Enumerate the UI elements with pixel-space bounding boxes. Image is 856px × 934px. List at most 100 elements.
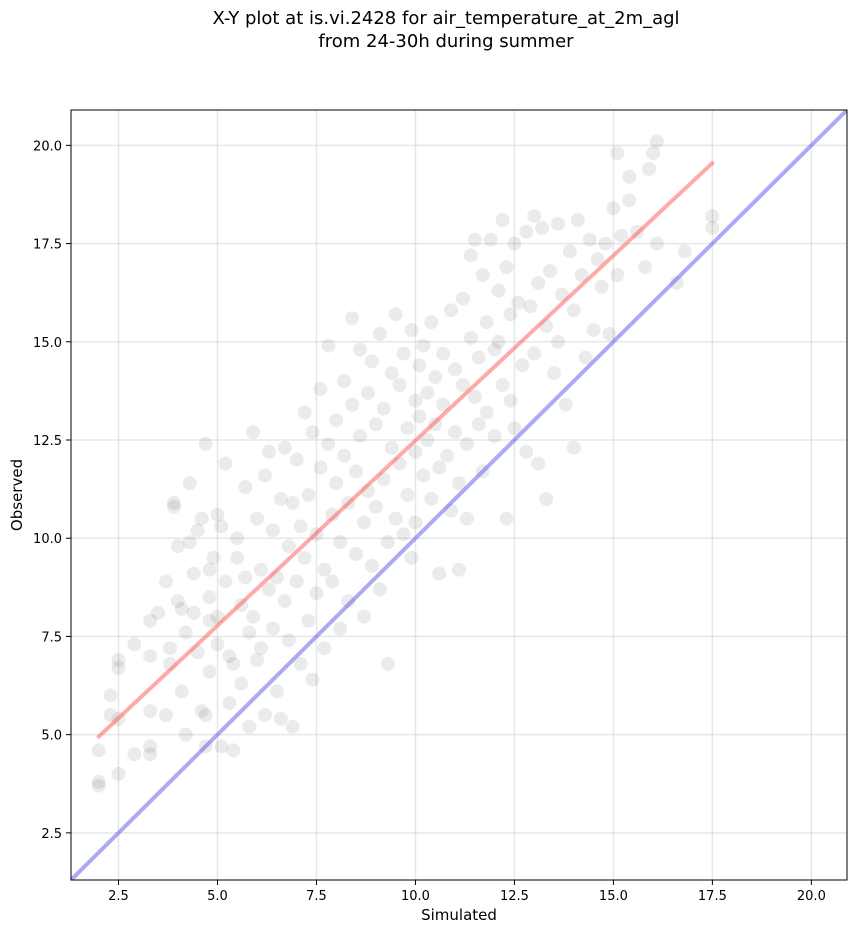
scatter-point [111, 766, 126, 781]
scatter-point [396, 527, 411, 542]
x-tick-label: 10.0 [401, 889, 430, 904]
scatter-point [143, 747, 158, 762]
scatter-point [638, 260, 653, 275]
scatter-point [594, 279, 609, 294]
scatter-point [143, 739, 158, 754]
scatter-point [162, 641, 177, 656]
scatter-point [424, 315, 439, 330]
scatter-point [507, 421, 522, 436]
scatter-point [372, 582, 387, 597]
scatter-point [305, 672, 320, 687]
scatter-point [364, 354, 379, 369]
scatter-point [511, 295, 526, 310]
scatter-point [258, 708, 272, 722]
scatter-point [226, 656, 241, 671]
scatter-point [293, 656, 308, 671]
scatter-point [368, 499, 383, 514]
scatter-point [483, 232, 498, 247]
scatter-point [297, 405, 312, 420]
scatter-point [214, 739, 229, 754]
scatter-point [337, 448, 352, 463]
scatter-point [313, 460, 328, 475]
scatter-point [424, 491, 439, 506]
scatter-point [285, 495, 300, 510]
y-tick-label: 7.5 [41, 630, 62, 645]
scatter-point [440, 448, 455, 463]
scatter-point [459, 436, 474, 451]
scatter-point [396, 346, 411, 361]
y-tick-label: 2.5 [41, 827, 62, 842]
scatter-point [190, 523, 205, 538]
scatter-point [479, 405, 494, 420]
scatter-point [392, 378, 407, 392]
scatter-point [479, 315, 494, 330]
regression-line [96, 161, 715, 739]
scatter-point [325, 507, 340, 522]
scatter-point [436, 346, 451, 361]
scatter-point [269, 684, 284, 699]
scatter-point [174, 684, 189, 699]
scatter-point [416, 468, 431, 483]
scatter-point [333, 621, 348, 636]
y-tick-label: 10.0 [33, 532, 62, 547]
scatter-point [416, 338, 431, 353]
scatter-point [285, 719, 300, 734]
scatter-point [273, 491, 288, 506]
scatter-points [91, 134, 720, 793]
scatter-point [313, 381, 328, 396]
scatter-point [452, 476, 466, 491]
scatter-point [705, 220, 720, 235]
scatter-point [277, 594, 292, 609]
scatter-point [499, 511, 514, 526]
scatter-point [598, 236, 613, 251]
scatter-point [408, 444, 423, 459]
scatter-point [499, 260, 514, 275]
scatter-point [281, 539, 296, 554]
scatter-point [194, 511, 209, 526]
scatter-point [452, 562, 466, 577]
scatter-point [455, 378, 470, 392]
scatter-point [333, 535, 348, 550]
scatter-point [550, 334, 565, 349]
scatter-point [214, 519, 229, 534]
scatter-point [455, 291, 470, 306]
scatter-point [420, 433, 435, 447]
scatter-point [329, 413, 344, 428]
scatter-point [535, 220, 550, 235]
scatter-point [277, 440, 292, 455]
scatter-point [487, 342, 502, 357]
scatter-point [182, 476, 197, 491]
y-tick-label: 15.0 [33, 336, 62, 351]
scatter-point [254, 641, 269, 656]
scatter-point [380, 656, 395, 671]
scatter-point [265, 523, 280, 538]
scatter-point [321, 338, 336, 353]
scatter-point [91, 774, 106, 789]
scatter-point [353, 429, 368, 444]
identity-line [71, 110, 847, 880]
scatter-point [408, 515, 423, 530]
scatter-point [527, 346, 542, 361]
scatter-point [610, 146, 625, 161]
plot-frame [70, 109, 848, 881]
scatter-point [356, 515, 371, 530]
scatter-point [562, 244, 577, 259]
scatter-point [178, 625, 193, 640]
scatter-point [570, 213, 585, 227]
scatter-point [420, 385, 435, 400]
scatter-point [677, 244, 692, 259]
scatter-point [610, 268, 625, 282]
scatter-point [297, 550, 312, 565]
chart-title-line-1: X-Y plot at is.vi.2428 for air_temperatu… [212, 8, 680, 29]
scatter-point [622, 169, 637, 184]
x-tick-label: 12.5 [500, 889, 529, 904]
scatter-point [281, 633, 296, 648]
scatter-point [261, 582, 276, 597]
scatter-point [503, 393, 518, 408]
scatter-point [507, 236, 522, 251]
scatter-point [159, 708, 174, 722]
scatter-point [210, 507, 225, 522]
scatter-point [574, 268, 589, 282]
scatter-point [547, 366, 562, 381]
scatter-point [226, 743, 241, 758]
